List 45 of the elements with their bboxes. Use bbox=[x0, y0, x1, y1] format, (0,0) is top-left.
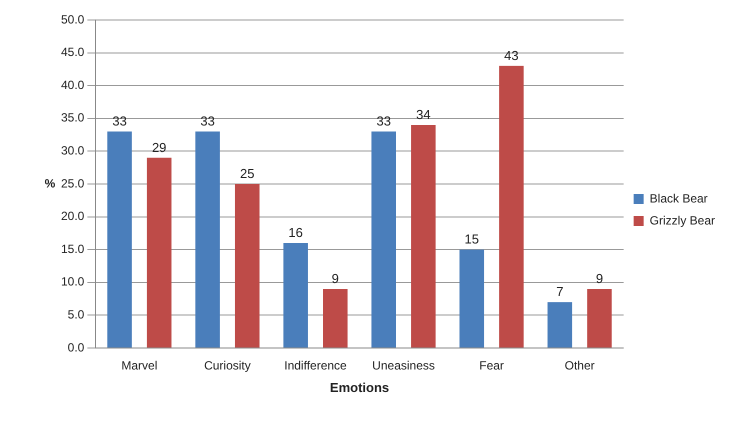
data-label: 15 bbox=[464, 232, 480, 247]
data-label: 43 bbox=[504, 48, 519, 63]
y-tick-label: 0.0 bbox=[68, 340, 85, 354]
data-label: 33 bbox=[376, 114, 391, 129]
bar bbox=[195, 132, 220, 348]
bar bbox=[107, 132, 132, 348]
data-label: 9 bbox=[596, 271, 604, 286]
y-tick-label: 20.0 bbox=[60, 209, 85, 224]
data-label: 9 bbox=[332, 271, 339, 286]
y-tick-label: 10.0 bbox=[60, 274, 85, 289]
x-tick-label: Other bbox=[564, 358, 595, 373]
y-tick-label: 25.0 bbox=[60, 176, 85, 190]
data-label: 29 bbox=[152, 140, 166, 155]
bar bbox=[411, 124, 436, 348]
bar bbox=[234, 184, 260, 348]
bar bbox=[146, 158, 172, 348]
bar bbox=[548, 302, 572, 348]
legend-label: Black Bear bbox=[650, 191, 708, 206]
y-tick-label: 40.0 bbox=[60, 78, 85, 92]
y-tick-label: 50.0 bbox=[60, 12, 85, 26]
x-tick-label: Uneasiness bbox=[372, 358, 435, 373]
y-tick-label: 15.0 bbox=[60, 242, 85, 256]
bar bbox=[459, 250, 484, 348]
x-tick-label: Indifference bbox=[284, 358, 348, 373]
data-label: 33 bbox=[200, 114, 215, 129]
bar bbox=[323, 288, 348, 348]
x-tick-label: Marvel bbox=[121, 358, 158, 373]
y-tick-label: 45.0 bbox=[60, 45, 85, 60]
data-label: 16 bbox=[288, 225, 303, 240]
bar bbox=[499, 66, 524, 348]
x-tick-label: Fear bbox=[479, 358, 504, 373]
x-axis-title: Emotions bbox=[330, 380, 390, 395]
y-tick-label: 5.0 bbox=[68, 308, 85, 322]
y-tick-label: 35.0 bbox=[60, 110, 85, 125]
data-label: 25 bbox=[240, 166, 254, 182]
legend-label: Grizzly Bear bbox=[650, 213, 716, 228]
data-label: 34 bbox=[416, 107, 431, 122]
bar bbox=[371, 132, 396, 348]
data-label: 33 bbox=[112, 114, 127, 129]
bar bbox=[587, 288, 612, 348]
y-axis-title: % bbox=[44, 176, 56, 190]
y-tick-label: 30.0 bbox=[60, 144, 85, 158]
bar bbox=[283, 243, 308, 348]
data-label: 7 bbox=[556, 284, 564, 300]
x-tick-label: Curiosity bbox=[204, 358, 251, 373]
